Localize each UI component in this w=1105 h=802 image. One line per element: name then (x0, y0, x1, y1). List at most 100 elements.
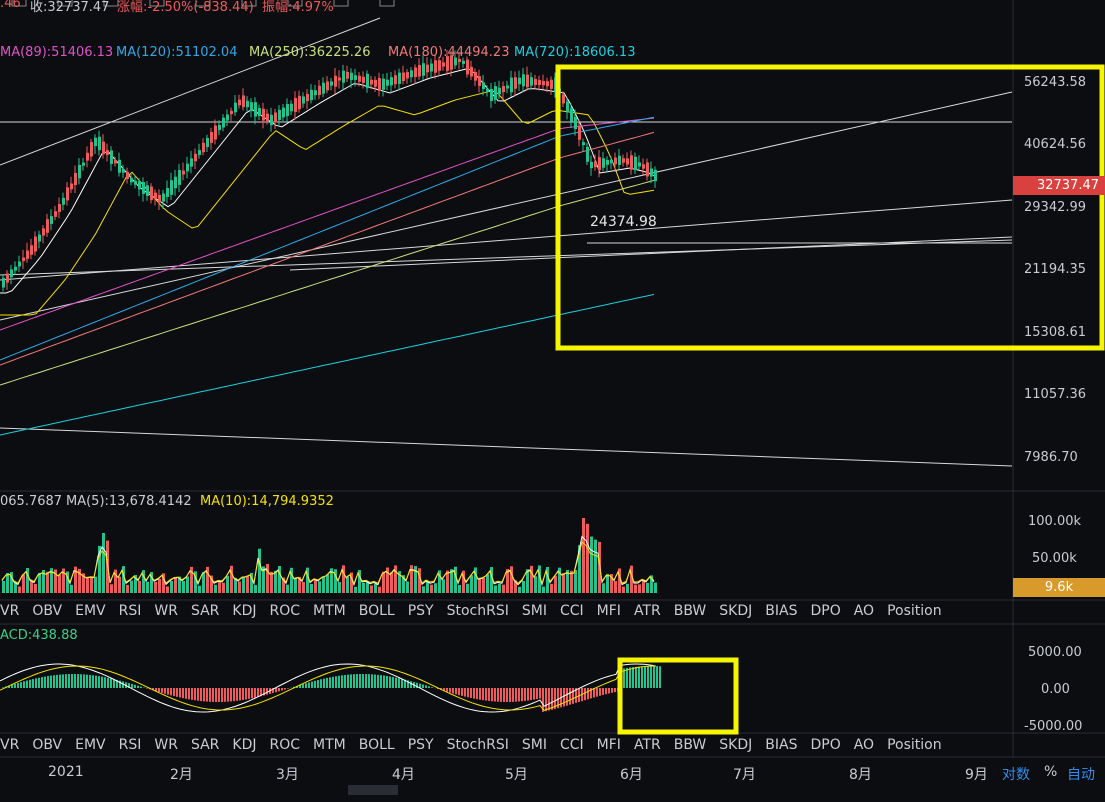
macd-bar (212, 688, 214, 702)
macd-bar (29, 679, 31, 688)
tab-dpo[interactable]: DPO (810, 603, 841, 619)
tab-emv[interactable]: EMV (75, 737, 106, 753)
tab-kdj[interactable]: KDJ (232, 603, 257, 619)
percent-toggle[interactable]: % (1044, 764, 1058, 780)
macd-bar (104, 677, 106, 688)
macd-bar (386, 675, 388, 688)
macd-bar (548, 688, 550, 711)
tab-mtm[interactable]: MTM (313, 603, 346, 619)
tab-cci[interactable]: CCI (559, 737, 584, 753)
tab-skdj[interactable]: SKDJ (719, 737, 753, 753)
tab-rsi[interactable]: RSI (118, 737, 142, 753)
highlight-box-macd (617, 657, 739, 735)
candle (486, 88, 489, 92)
volume-bar (54, 569, 57, 593)
tab-position[interactable]: Position (887, 737, 942, 753)
candle (582, 142, 585, 146)
ma-line (0, 179, 655, 386)
volume-bar (338, 581, 341, 593)
tab-roc[interactable]: ROC (269, 603, 301, 619)
candle (22, 257, 25, 262)
tab-ao[interactable]: AO (853, 737, 875, 753)
macd-bar (443, 688, 445, 691)
macd-bar (218, 688, 220, 702)
tab-kdj[interactable]: KDJ (232, 737, 257, 753)
tab-ao[interactable]: AO (853, 603, 875, 619)
tab-bbw[interactable]: BBW (673, 603, 707, 619)
volume-value: 065.7687 (0, 494, 63, 509)
tab-roc[interactable]: ROC (269, 737, 301, 753)
tab-wr[interactable]: WR (154, 737, 178, 753)
tab-mfi[interactable]: MFI (596, 737, 621, 753)
tab-rsi[interactable]: RSI (118, 603, 142, 619)
tab-bias[interactable]: BIAS (765, 603, 798, 619)
tab-smi[interactable]: SMI (521, 603, 547, 619)
volume-bar (6, 572, 9, 593)
tab-stochrsi[interactable]: StochRSI (446, 737, 509, 753)
tab-stochrsi[interactable]: StochRSI (446, 603, 509, 619)
candle (78, 164, 81, 179)
tab-obv[interactable]: OBV (32, 737, 63, 753)
tab-psy[interactable]: PSY (407, 603, 434, 619)
ma-line (0, 131, 655, 366)
tab-emv[interactable]: EMV (75, 603, 106, 619)
macd-bar (131, 683, 133, 688)
tab-sar[interactable]: SAR (190, 603, 220, 619)
volume-bar (282, 577, 285, 593)
tab-bbw[interactable]: BBW (673, 737, 707, 753)
auto-scale-toggle[interactable]: 自动 (1067, 767, 1095, 783)
volume-bar (634, 584, 637, 593)
volume-bar (402, 575, 405, 593)
candle (270, 114, 273, 126)
volume-bar (102, 533, 105, 593)
tab-vr[interactable]: VR (0, 737, 20, 753)
tab-smi[interactable]: SMI (521, 737, 547, 753)
tab-wr[interactable]: WR (154, 603, 178, 619)
volume-bar (406, 581, 409, 593)
macd-bar (524, 688, 526, 701)
tab-boll[interactable]: BOLL (358, 603, 395, 619)
candle (298, 95, 301, 110)
tab-position[interactable]: Position (887, 603, 942, 619)
candle (382, 78, 385, 90)
x-label: 9月 (965, 767, 988, 783)
tab-dpo[interactable]: DPO (810, 737, 841, 753)
candle (390, 77, 393, 86)
tab-sar[interactable]: SAR (190, 737, 220, 753)
volume-bar (110, 584, 113, 593)
macd-bar (23, 681, 25, 688)
tab-boll[interactable]: BOLL (358, 737, 395, 753)
volume-bar (514, 580, 517, 593)
log-scale-toggle[interactable]: 对数 (1002, 767, 1030, 783)
tab-atr[interactable]: ATR (633, 737, 661, 753)
tab-mfi[interactable]: MFI (596, 603, 621, 619)
tab-obv[interactable]: OBV (32, 603, 63, 619)
macd-bar (374, 674, 376, 688)
tab-bias[interactable]: BIAS (765, 737, 798, 753)
volume-bar (22, 574, 25, 593)
tab-mtm[interactable]: MTM (313, 737, 346, 753)
tab-cci[interactable]: CCI (559, 603, 584, 619)
tab-psy[interactable]: PSY (407, 737, 434, 753)
tab-skdj[interactable]: SKDJ (719, 603, 753, 619)
tab-atr[interactable]: ATR (633, 603, 661, 619)
volume-bar (298, 576, 301, 593)
volume-bar (546, 566, 549, 593)
candle (418, 65, 421, 77)
tab-vr[interactable]: VR (0, 603, 20, 619)
candle (238, 99, 241, 106)
volume-bar (382, 571, 385, 593)
toolbar-icon (379, 0, 395, 7)
volume-bar (558, 567, 561, 593)
candle (570, 108, 573, 122)
volume-bar (378, 586, 381, 593)
trend-line (289, 236, 1013, 271)
volume-bar (398, 571, 401, 593)
trend-line (0, 199, 1013, 281)
macd-bar (35, 678, 37, 688)
volume-bar (526, 569, 529, 593)
candle (286, 104, 289, 116)
volume-bar (162, 573, 165, 593)
volume-bar (214, 584, 217, 593)
